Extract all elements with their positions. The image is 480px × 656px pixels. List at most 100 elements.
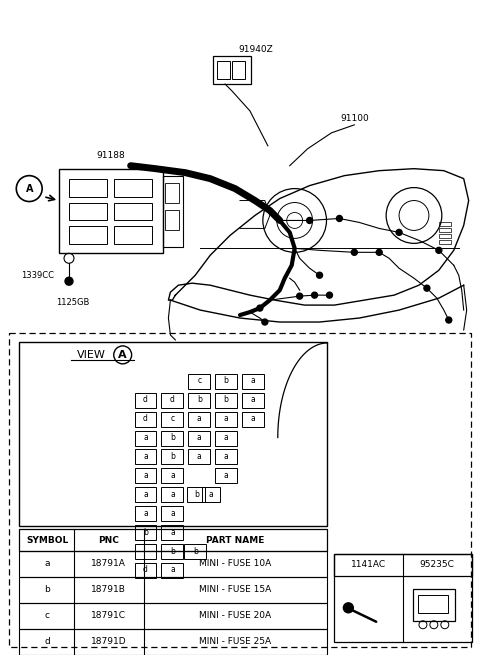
Bar xyxy=(161,563,183,578)
Text: a: a xyxy=(197,433,202,442)
Text: d: d xyxy=(44,637,50,646)
Text: d: d xyxy=(143,395,148,404)
Circle shape xyxy=(65,277,73,285)
Bar xyxy=(242,412,264,426)
Text: a: a xyxy=(143,508,148,518)
Circle shape xyxy=(316,272,323,278)
Bar xyxy=(161,544,183,559)
Text: d: d xyxy=(143,565,148,575)
Circle shape xyxy=(257,305,263,311)
Circle shape xyxy=(326,292,333,298)
Bar xyxy=(134,449,156,464)
Bar xyxy=(19,577,327,603)
Bar xyxy=(215,374,237,389)
Text: a: a xyxy=(143,471,148,480)
Text: a: a xyxy=(209,490,214,499)
Bar xyxy=(202,487,220,502)
Bar xyxy=(439,234,451,238)
Bar xyxy=(114,203,152,220)
Bar xyxy=(114,226,152,244)
Bar xyxy=(335,554,472,642)
Text: d: d xyxy=(170,395,175,404)
Text: b: b xyxy=(193,546,198,556)
Circle shape xyxy=(436,247,442,253)
Circle shape xyxy=(297,293,302,299)
Bar xyxy=(439,240,451,244)
Text: b: b xyxy=(170,546,175,556)
Bar xyxy=(134,412,156,426)
Circle shape xyxy=(424,285,430,291)
Bar xyxy=(164,176,183,247)
Bar xyxy=(439,222,451,226)
Bar xyxy=(134,393,156,407)
Bar xyxy=(69,203,107,220)
Circle shape xyxy=(262,319,268,325)
Text: b: b xyxy=(224,377,228,385)
Text: a: a xyxy=(170,565,175,575)
Text: b: b xyxy=(197,395,202,404)
Text: b: b xyxy=(194,490,199,499)
Text: A: A xyxy=(119,350,127,360)
Text: b: b xyxy=(224,395,228,404)
Bar xyxy=(69,226,107,244)
Circle shape xyxy=(446,317,452,323)
Text: d: d xyxy=(143,414,148,423)
Text: a: a xyxy=(170,490,175,499)
Text: b: b xyxy=(170,433,175,442)
Text: a: a xyxy=(170,471,175,480)
Text: 91100: 91100 xyxy=(340,114,369,123)
Circle shape xyxy=(336,215,342,222)
Bar xyxy=(184,544,206,559)
Bar xyxy=(335,554,472,576)
Bar xyxy=(215,412,237,426)
Text: c: c xyxy=(197,377,201,385)
Bar xyxy=(215,449,237,464)
Bar xyxy=(161,525,183,540)
Circle shape xyxy=(351,249,357,255)
Text: PNC: PNC xyxy=(98,535,119,544)
Bar xyxy=(161,412,183,426)
Bar xyxy=(69,178,107,197)
Text: 1339CC: 1339CC xyxy=(21,271,54,279)
Text: a: a xyxy=(197,452,202,461)
Text: a: a xyxy=(44,560,50,569)
Bar xyxy=(134,525,156,540)
Bar xyxy=(161,468,183,483)
Bar xyxy=(188,374,210,389)
Bar xyxy=(134,468,156,483)
Bar xyxy=(242,374,264,389)
Circle shape xyxy=(396,230,402,236)
Bar xyxy=(188,430,210,445)
Text: a: a xyxy=(251,414,255,423)
Text: PART NAME: PART NAME xyxy=(206,535,264,544)
Text: MINI - FUSE 10A: MINI - FUSE 10A xyxy=(199,560,271,569)
Text: a: a xyxy=(251,395,255,404)
Text: 18791B: 18791B xyxy=(91,585,126,594)
Bar xyxy=(188,449,210,464)
Text: 18791A: 18791A xyxy=(91,560,126,569)
Bar xyxy=(413,589,455,621)
Bar xyxy=(134,544,156,559)
Text: b: b xyxy=(143,527,148,537)
Bar xyxy=(19,342,327,526)
Text: MINI - FUSE 20A: MINI - FUSE 20A xyxy=(199,611,271,621)
Text: MINI - FUSE 25A: MINI - FUSE 25A xyxy=(199,637,271,646)
Bar xyxy=(19,603,327,628)
Bar xyxy=(134,563,156,578)
Bar xyxy=(134,430,156,445)
Text: b: b xyxy=(170,452,175,461)
Bar xyxy=(134,506,156,521)
Bar xyxy=(187,487,205,502)
Text: 18791D: 18791D xyxy=(91,637,127,646)
Text: 18791C: 18791C xyxy=(91,611,126,621)
Text: a: a xyxy=(170,527,175,537)
Bar xyxy=(213,56,251,84)
Text: VIEW: VIEW xyxy=(76,350,105,360)
Text: SYMBOL: SYMBOL xyxy=(26,535,68,544)
Bar xyxy=(19,628,327,655)
Bar xyxy=(215,393,237,407)
Bar xyxy=(161,430,183,445)
Bar xyxy=(217,61,230,79)
Bar xyxy=(232,61,245,79)
Text: A: A xyxy=(25,184,33,194)
